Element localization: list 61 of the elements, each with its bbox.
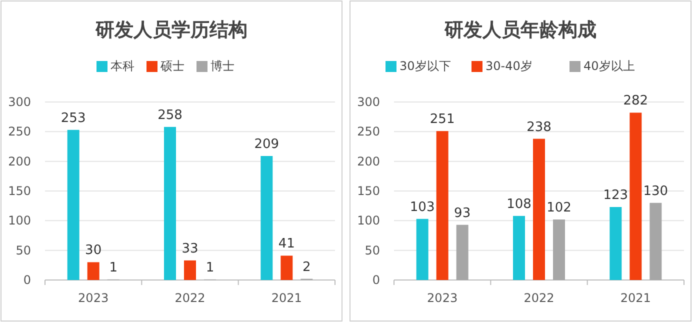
y-tick-label: 250 [357,124,380,139]
legend-label: 30-40岁 [486,59,532,73]
y-tick-label: 300 [357,95,380,109]
bar [610,207,622,280]
y-tick-label: 50 [364,243,380,258]
bar [650,202,662,280]
chart-title: 研发人员年龄构成 [444,19,596,41]
data-label: 103 [410,200,435,215]
data-label: 123 [603,188,628,204]
legend-label: 硕士 [160,59,184,73]
data-label: 93 [454,206,471,221]
bar [260,156,273,280]
bar [164,126,176,280]
data-label: 130 [643,184,668,199]
data-label: 33 [182,241,198,256]
bar [87,262,100,280]
x-tick-label: 2021 [271,291,302,305]
data-label: 258 [158,108,182,123]
y-tick-label: 0 [372,273,380,287]
bar [553,219,565,280]
legend-label: 40岁以上 [584,59,635,73]
chart-title: 研发人员学历结构 [94,19,248,41]
y-tick-label: 100 [8,214,31,228]
data-label: 238 [526,120,552,135]
bar [456,224,468,280]
data-label: 2 [302,260,311,275]
y-tick-label: 0 [23,273,31,287]
data-label: 102 [546,200,572,216]
bar [513,216,525,280]
data-label: 209 [254,136,280,152]
data-label: 1 [206,260,214,276]
data-label: 253 [60,110,86,126]
bar [533,138,545,280]
bar [67,130,80,280]
x-tick-label: 2022 [524,291,554,305]
bar [184,260,196,280]
x-tick-label: 2021 [620,291,651,305]
y-tick-label: 300 [8,95,31,109]
y-tick-label: 250 [8,124,31,139]
y-tick-label: 150 [8,184,31,198]
legend-label: 博士 [210,59,234,73]
data-label: 108 [506,196,532,212]
y-tick-label: 200 [357,154,380,168]
bar [630,112,642,280]
data-label: 1 [109,260,118,276]
data-label: 30 [85,243,102,258]
data-label: 41 [278,236,295,252]
legend-label: 30岁以下 [400,59,451,73]
y-tick-label: 100 [357,214,380,228]
x-tick-label: 2022 [174,291,206,305]
bar [280,256,293,280]
bar [416,218,428,280]
bar [436,131,448,280]
y-tick-label: 200 [8,154,31,168]
data-label: 251 [430,112,455,128]
x-tick-label: 2023 [427,291,458,305]
y-tick-label: 50 [16,243,31,258]
x-tick-label: 2023 [78,291,109,305]
y-tick-label: 150 [357,184,380,198]
data-label: 282 [623,94,648,109]
legend-label: 本科 [110,59,134,73]
